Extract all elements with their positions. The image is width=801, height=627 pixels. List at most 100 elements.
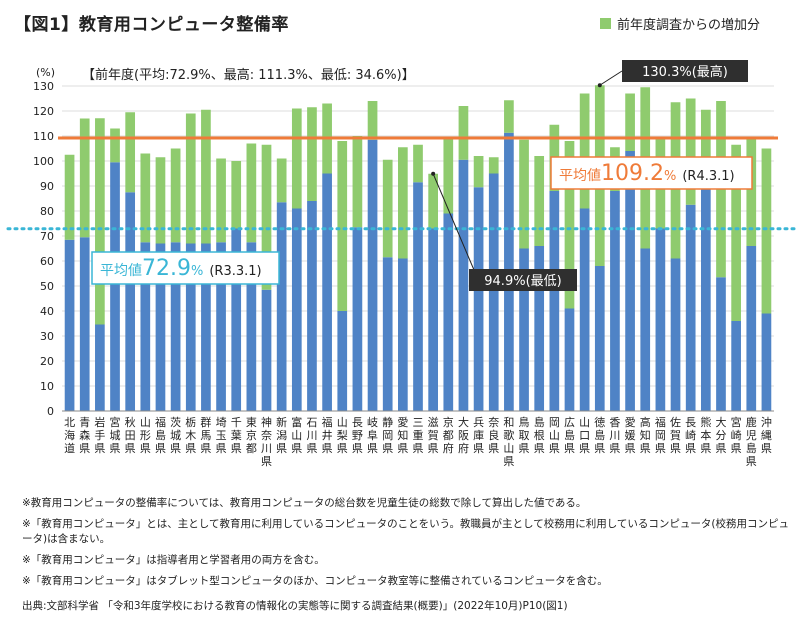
- bar-increase-45: [746, 138, 757, 246]
- annotation-min-leader: [432, 173, 475, 271]
- bar-base-13: [261, 289, 272, 411]
- bar-increase-13: [261, 144, 272, 290]
- bar-base-19: [352, 227, 363, 411]
- bar-base-22: [398, 258, 408, 411]
- x-tick-label-14: 新潟県: [276, 415, 287, 455]
- bar-increase-14: [276, 158, 287, 203]
- bar-increase-27: [473, 156, 484, 188]
- bar-base-15: [291, 208, 302, 411]
- bar-base-6: [155, 243, 166, 411]
- x-tick-label-41: 長崎県: [685, 416, 696, 455]
- x-tick-label-20: 岐阜県: [367, 416, 378, 455]
- bar-increase-2: [95, 118, 105, 325]
- bar-increase-33: [564, 141, 575, 309]
- reference-previous-label: 平均値72.9% (R3.3.1): [100, 256, 262, 281]
- x-tick-label-5: 山形県: [140, 416, 151, 455]
- previous-year-summary: 【前年度(平均:72.9%、最高: 111.3%、最低: 34.6%)】: [82, 68, 415, 83]
- x-tick-label-34: 山口県: [579, 416, 590, 455]
- bar-base-46: [761, 313, 772, 411]
- x-tick-label-3: 宮城県: [110, 415, 121, 455]
- bar-increase-22: [398, 147, 408, 259]
- bar-base-3: [110, 162, 120, 411]
- x-tick-label-2: 岩手県: [94, 415, 105, 455]
- annotation-min-text: 94.9%(最低): [484, 274, 561, 289]
- y-tick-label-120: 120: [33, 105, 54, 118]
- bar-base-43: [716, 277, 726, 411]
- y-tick-label-50: 50: [40, 280, 54, 293]
- x-tick-label-31: 島根県: [534, 415, 545, 455]
- bar-base-40: [670, 258, 681, 411]
- y-tick-label-10: 10: [40, 380, 54, 393]
- bar-increase-0: [64, 154, 75, 240]
- bar-base-36: [610, 191, 620, 411]
- x-tick-label-13: 神奈川県: [261, 415, 272, 468]
- x-tick-label-7: 茨城県: [170, 415, 181, 455]
- annotation-min-dot: [431, 171, 436, 176]
- legend-swatch-increase: [600, 18, 611, 29]
- x-tick-label-9: 群馬県: [200, 415, 211, 455]
- bar-base-32: [549, 191, 560, 411]
- y-tick-label-110: 110: [33, 130, 54, 143]
- x-tick-label-18: 山梨県: [337, 416, 348, 455]
- bar-base-45: [746, 246, 757, 411]
- bar-base-44: [731, 321, 741, 411]
- bar-base-1: [79, 237, 90, 411]
- bar-increase-20: [367, 101, 378, 140]
- x-tick-label-11: 千葉県: [231, 416, 242, 455]
- y-tick-label-80: 80: [40, 205, 54, 218]
- legend: 前年度調査からの増加分: [600, 14, 760, 33]
- x-tick-label-27: 兵庫県: [473, 416, 484, 455]
- bar-base-14: [276, 202, 287, 411]
- bar-increase-41: [685, 98, 696, 205]
- bar-base-23: [413, 182, 423, 411]
- annotation-max-dot: [597, 83, 602, 88]
- bar-increase-25: [443, 138, 454, 214]
- bar-increase-6: [155, 157, 166, 244]
- x-tick-label-16: 石川県: [306, 416, 317, 455]
- reference-previous-box: [91, 251, 280, 285]
- bar-base-11: [231, 228, 242, 411]
- x-tick-label-17: 福井県: [322, 415, 333, 455]
- x-tick-label-21: 静岡県: [382, 415, 393, 455]
- y-tick-label-60: 60: [40, 255, 54, 268]
- bar-increase-15: [291, 108, 302, 209]
- x-tick-label-8: 栃木県: [185, 415, 196, 455]
- x-tick-label-26: 大阪府: [458, 415, 469, 455]
- x-tick-label-12: 東京都: [246, 416, 257, 455]
- x-tick-label-46: 沖縄県: [761, 416, 772, 455]
- x-tick-label-4: 秋田県: [125, 415, 136, 455]
- chart-title: 【図1】教育用コンピュータ整備率: [14, 15, 289, 35]
- bar-base-30: [519, 248, 529, 411]
- y-tick-label-100: 100: [33, 155, 54, 168]
- bar-base-7: [170, 242, 181, 411]
- x-tick-label-44: 宮崎県: [731, 415, 742, 455]
- x-tick-label-42: 熊本県: [700, 415, 711, 455]
- x-tick-label-15: 富山県: [291, 415, 302, 455]
- bar-increase-5: [140, 153, 151, 243]
- bar-increase-12: [246, 143, 257, 243]
- x-tick-label-1: 青森県: [79, 416, 90, 455]
- bar-increase-9: [201, 109, 211, 244]
- x-tick-label-32: 岡山県: [549, 416, 560, 455]
- x-tick-label-37: 愛媛県: [625, 416, 636, 455]
- bar-increase-21: [382, 159, 393, 258]
- x-tick-label-29: 和歌山県: [503, 416, 514, 468]
- bar-base-39: [655, 228, 666, 411]
- bar-base-34: [579, 208, 590, 411]
- x-tick-label-22: 愛知県: [397, 416, 408, 455]
- y-tick-label-20: 20: [40, 355, 54, 368]
- bar-increase-16: [307, 107, 317, 201]
- bar-increase-7: [170, 148, 181, 243]
- note-4: ※「教育用コンピュータ」はタブレット型コンピュータのほか、コンピュータ教室等に整…: [22, 575, 608, 587]
- bar-base-27: [473, 187, 484, 411]
- bar-base-9: [201, 243, 211, 411]
- x-tick-label-24: 滋賀県: [428, 416, 439, 455]
- annotation-max-text: 130.3%(最高): [642, 64, 728, 80]
- x-tick-label-23: 三重県: [413, 416, 424, 455]
- bar-increase-30: [519, 139, 529, 249]
- note-3: ※「教育用コンピュータ」は指導者用と学習者用の両方を含む。: [22, 554, 325, 566]
- bar-base-37: [625, 151, 635, 411]
- x-tick-label-19: 長野県: [352, 416, 363, 455]
- note-1: ※教育用コンピュータの整備率については、教育用コンピュータの総台数を児童生徒の総…: [22, 497, 587, 509]
- stacked-bar-chart: (%) 0 10 20 30 40 50 60 70 80 90 100 110 120 130 北海道青森県…: [6, 60, 796, 468]
